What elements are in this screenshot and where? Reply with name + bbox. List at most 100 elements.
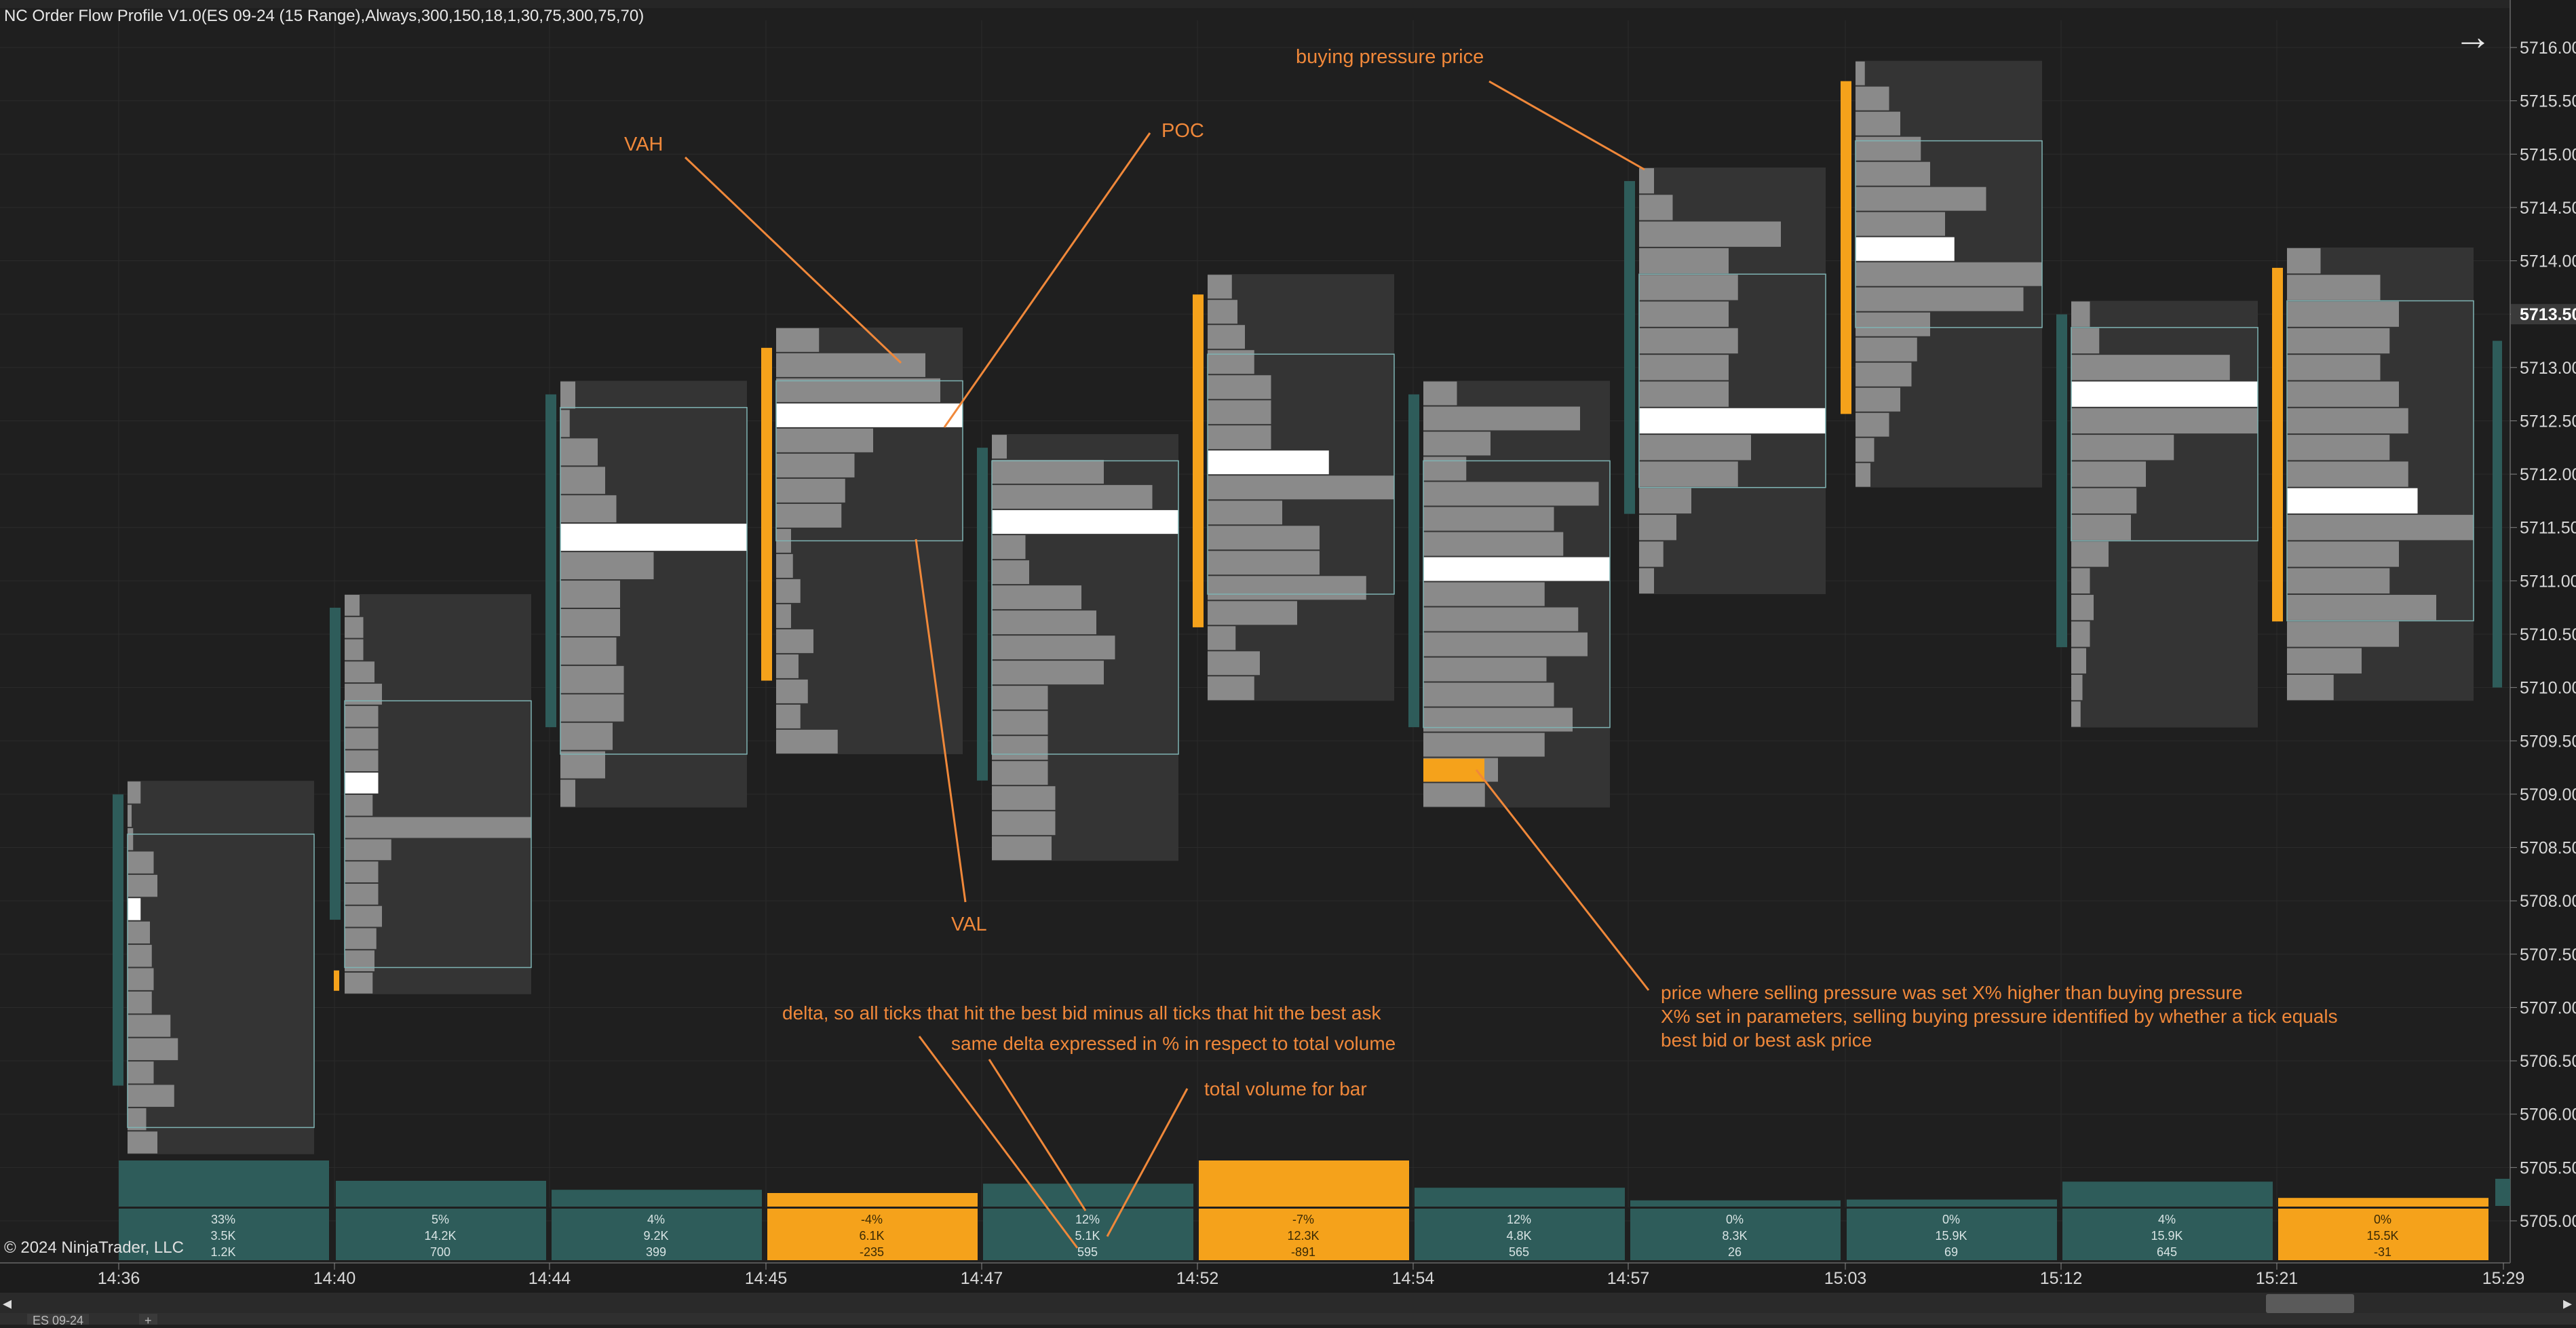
profile-row — [345, 617, 364, 638]
side-pressure-strip — [1408, 394, 1419, 728]
stats-box — [2062, 1209, 2273, 1260]
poc-row — [1208, 450, 1329, 475]
edge-volume — [2495, 1179, 2510, 1206]
time-label: 15:03 — [1824, 1269, 1867, 1288]
value-area-box — [1423, 460, 1611, 728]
stats-box — [119, 1209, 329, 1260]
profile-row — [1639, 435, 1751, 461]
profile-row — [1639, 515, 1676, 541]
value-area-box — [344, 700, 532, 969]
profile-row — [128, 1108, 147, 1131]
profile-row — [1856, 312, 1930, 336]
annotation-val: VAL — [951, 914, 987, 935]
profile-row — [2287, 541, 2399, 567]
total-volume: 8.3K — [1722, 1229, 1747, 1243]
delta-percent: 33% — [211, 1213, 235, 1226]
profile-row — [1856, 387, 1900, 412]
time-label: 15:29 — [2482, 1269, 2525, 1288]
profile-row — [560, 608, 620, 636]
profile-row — [2071, 301, 2090, 327]
profile-row — [1639, 461, 1738, 487]
price-label: 5714.50 — [2520, 199, 2576, 218]
profile-row — [1208, 375, 1271, 399]
annotation-sp1: price where selling pressure was set X% … — [1661, 982, 2243, 1003]
price-label: 5710.50 — [2520, 625, 2576, 644]
profile-row — [992, 711, 1048, 735]
volume-histogram-bar — [119, 1160, 329, 1207]
profile-row — [128, 781, 141, 804]
time-label: 14:40 — [313, 1269, 356, 1288]
price-label: 5712.50 — [2520, 412, 2576, 431]
profile-row — [992, 786, 1056, 811]
horizontal-scrollbar-thumb[interactable] — [2266, 1294, 2354, 1313]
profile-row — [1208, 551, 1320, 575]
profile-row — [1639, 301, 1729, 327]
profile-row — [128, 1015, 171, 1037]
profile-row — [1423, 482, 1599, 506]
selling-pressure-marker — [1423, 758, 1484, 782]
profile-row — [992, 610, 1096, 635]
profile-row — [1856, 463, 1870, 487]
profile-row — [2071, 515, 2131, 541]
poc-row — [776, 403, 963, 427]
profile-row — [1208, 325, 1245, 349]
profile-row — [1423, 632, 1588, 657]
profile-row — [2287, 515, 2474, 541]
price-label: 5707.50 — [2520, 945, 2576, 964]
profile-row — [1856, 61, 1865, 85]
profile-row — [2071, 648, 2086, 673]
profile-row — [1639, 381, 1729, 407]
scrollbar-track — [0, 1293, 2576, 1313]
price-label: 5706.50 — [2520, 1052, 2576, 1071]
tab-add[interactable]: + — [139, 1314, 157, 1327]
delta-percent: -4% — [861, 1213, 883, 1226]
profile-row — [345, 817, 531, 838]
stats-box — [767, 1209, 978, 1260]
delta-value: 645 — [2157, 1245, 2177, 1259]
profile-row — [345, 595, 360, 616]
profile-row — [1856, 362, 1912, 387]
delta-percent: 0% — [2374, 1213, 2391, 1226]
profile-row — [992, 686, 1048, 710]
poc-row — [560, 524, 747, 551]
time-label: 15:21 — [2256, 1269, 2299, 1288]
side-pressure-strip — [977, 448, 988, 781]
value-area-box — [2286, 300, 2474, 622]
profile-row — [1639, 568, 1654, 594]
scroll-left-icon[interactable]: ◂ — [3, 1293, 12, 1313]
scroll-right-arrow-icon[interactable]: → — [2454, 15, 2492, 58]
profile-row — [560, 722, 613, 750]
profile-row — [2287, 328, 2390, 354]
profile-row — [2071, 621, 2090, 647]
profile-row — [992, 460, 1104, 484]
volume-histogram-bar — [1847, 1199, 2057, 1207]
value-area-box — [991, 460, 1179, 755]
profile-row — [1856, 337, 1917, 362]
tab-instrument[interactable]: ES 09-24 — [27, 1314, 90, 1327]
profile-row — [128, 851, 154, 874]
time-label: 15:12 — [2040, 1269, 2083, 1288]
time-label: 14:44 — [528, 1269, 571, 1288]
delta-value: 1.2K — [210, 1245, 235, 1259]
profile-row — [1856, 262, 2042, 286]
price-axis — [2510, 0, 2576, 1263]
stats-box — [1630, 1209, 1841, 1260]
profile-row — [776, 353, 925, 377]
volume-histogram-bar — [1630, 1200, 1841, 1207]
profile-row — [2071, 701, 2081, 727]
scroll-right-icon[interactable]: ▸ — [2563, 1293, 2573, 1313]
profile-row — [128, 828, 134, 851]
profile-row — [1423, 381, 1457, 406]
annotation-pointer — [943, 132, 1151, 428]
profile-row — [560, 779, 575, 807]
profile-row — [1208, 275, 1232, 299]
profile-row — [560, 495, 617, 523]
side-pressure-strip — [545, 394, 556, 728]
total-volume: 15.9K — [1935, 1229, 1967, 1243]
price-label: 5705.00 — [2520, 1212, 2576, 1231]
total-volume: 15.9K — [2151, 1229, 2183, 1243]
indicator-title: NC Order Flow Profile V1.0(ES 09-24 (15 … — [4, 7, 645, 25]
annotation-d2: same delta expressed in % in respect to … — [951, 1033, 1396, 1054]
value-area-box — [775, 380, 963, 542]
